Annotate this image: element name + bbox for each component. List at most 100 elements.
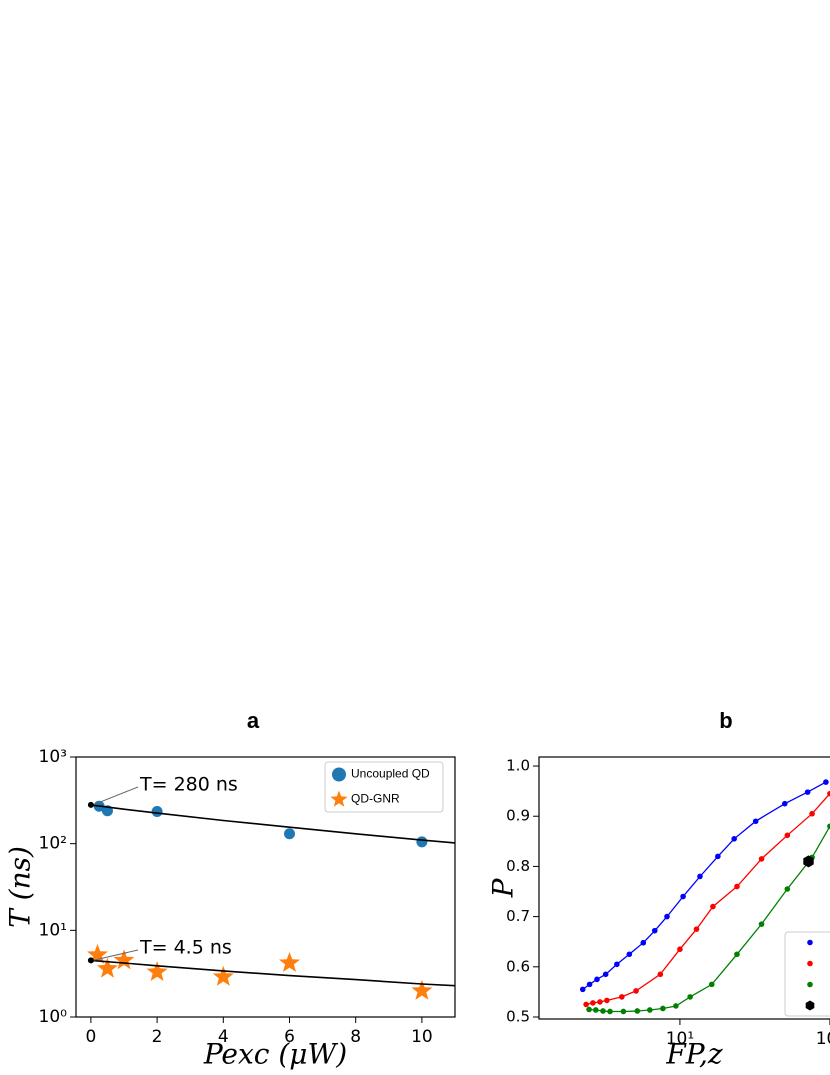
legend-marker <box>807 939 813 946</box>
data-point <box>781 800 788 807</box>
data-point <box>734 951 740 958</box>
data-point <box>710 903 716 910</box>
data-point <box>680 893 686 900</box>
y-tick-label: 0.5 <box>506 1007 530 1025</box>
annotation-pointer <box>92 786 139 806</box>
y-tick-label: 10¹ <box>39 920 67 940</box>
data-point <box>87 943 108 964</box>
data-point <box>579 986 586 993</box>
data-point <box>626 951 633 958</box>
legend-marker <box>805 1000 815 1011</box>
y-axis-label: T (ns) <box>4 846 37 928</box>
data-point <box>619 994 625 1000</box>
data-point <box>731 836 737 842</box>
data-point <box>697 873 703 880</box>
data-point <box>146 961 168 981</box>
data-point <box>784 832 791 839</box>
data-point <box>640 939 647 946</box>
data-point <box>673 1003 679 1009</box>
legend-label: QD-GNR <box>351 792 400 806</box>
data-point <box>593 1007 599 1013</box>
y-tick-label: 0.9 <box>506 807 530 825</box>
data-point <box>734 883 740 890</box>
x-tick-label: 10² <box>816 1029 830 1049</box>
data-point <box>620 1008 627 1015</box>
data-point <box>647 1007 653 1013</box>
x-tick-label: 10¹ <box>666 1029 694 1049</box>
data-point <box>594 976 600 983</box>
y-tick-label: 1.0 <box>506 757 530 775</box>
y-axis-label: P <box>487 877 520 898</box>
plot-frame <box>75 756 456 1018</box>
fit-line <box>90 804 456 844</box>
data-point <box>212 965 234 986</box>
annotation: T= 280 ns <box>139 774 238 796</box>
data-point <box>687 994 693 1000</box>
data-point <box>827 823 830 830</box>
legend-label: Uncoupled QD <box>351 767 430 781</box>
x-axis-label: FP,z <box>665 1038 722 1071</box>
data-point <box>279 952 300 972</box>
data-point <box>416 836 428 848</box>
annotation: T= 4.5 ns <box>139 937 232 959</box>
y-tick-label: 10² <box>39 834 67 854</box>
x-tick-label: 0 <box>85 1027 96 1047</box>
annotation-point <box>87 801 94 808</box>
data-point <box>827 790 830 797</box>
fit-line <box>589 825 830 1013</box>
data-point <box>600 1008 606 1014</box>
legend-marker <box>332 767 346 782</box>
y-tick-label: 0.8 <box>506 857 530 875</box>
data-point <box>664 913 670 920</box>
legend-marker <box>807 981 813 988</box>
data-point <box>590 1000 596 1006</box>
y-tick-label: 10⁰ <box>39 1007 68 1027</box>
data-point <box>758 856 765 862</box>
x-tick-label: 4 <box>218 1027 229 1047</box>
legend-box <box>784 931 830 1017</box>
y-tick-label: 10³ <box>39 747 67 767</box>
data-point <box>602 971 609 978</box>
data-point <box>411 979 433 1000</box>
data-point <box>752 818 759 825</box>
data-point <box>597 999 603 1005</box>
legend-marker <box>330 790 348 807</box>
data-point <box>715 853 721 860</box>
data-point <box>634 1008 641 1014</box>
annotation-pointer <box>92 949 139 961</box>
data-point <box>657 971 664 978</box>
data-point <box>151 806 163 818</box>
y-tick-label: 0.7 <box>506 907 530 925</box>
data-point <box>586 1006 592 1013</box>
data-point <box>677 946 683 953</box>
x-tick-label: 6 <box>284 1027 295 1047</box>
data-point <box>583 1001 589 1008</box>
data-point <box>823 779 829 785</box>
plot-frame <box>538 756 830 1020</box>
fit-line <box>90 959 456 987</box>
data-point <box>660 1005 666 1012</box>
data-point <box>283 828 295 840</box>
y-tick-label: 0.6 <box>506 957 530 975</box>
data-point <box>651 927 658 934</box>
legend-box <box>324 761 444 813</box>
chart-title: b <box>719 708 732 733</box>
x-tick-label: 8 <box>350 1027 361 1047</box>
data-point <box>607 1008 613 1015</box>
data-point <box>586 981 593 988</box>
data-point <box>604 997 610 1004</box>
legend-marker <box>807 960 813 967</box>
data-point <box>784 886 791 892</box>
data-point <box>633 988 639 994</box>
data-point <box>758 921 765 927</box>
chart-title: a <box>247 708 260 733</box>
data-point <box>804 789 811 795</box>
data-point <box>809 810 815 817</box>
data-point <box>97 957 118 978</box>
data-point <box>708 981 715 988</box>
data-point <box>614 961 620 968</box>
x-axis-label: Pexc (μW) <box>203 1038 347 1071</box>
data-point <box>693 926 700 932</box>
